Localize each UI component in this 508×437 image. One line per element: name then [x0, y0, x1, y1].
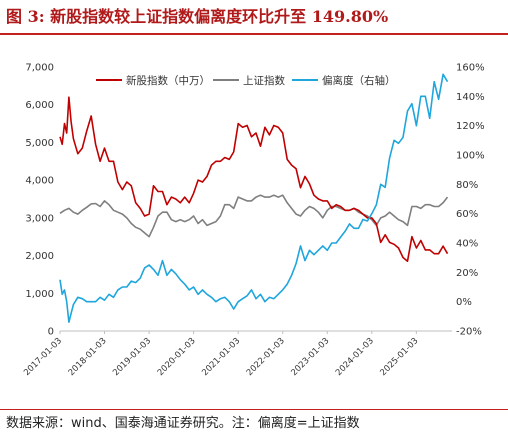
x-tick-label: 2019-01-03	[111, 336, 153, 378]
y-left-tick-label: 3,000	[25, 213, 54, 224]
x-tick-label: 2020-01-03	[156, 336, 198, 378]
y-left-tick-label: 7,000	[25, 63, 54, 74]
source-note: 数据来源：wind、国泰海通证券研究。注：偏离度=上证指数	[6, 416, 360, 431]
y-right-tick-label: 0%	[456, 297, 472, 308]
footer-rule	[0, 409, 508, 410]
y-left-tick-label: 5,000	[25, 138, 54, 149]
series-layer	[59, 73, 449, 323]
x-tick-label: 2025-01-03	[378, 336, 420, 378]
series-line-1	[59, 194, 449, 238]
x-tick-label: 2018-01-03	[67, 336, 109, 378]
title-rule	[0, 33, 508, 35]
x-tick-label: 2021-01-03	[200, 336, 242, 378]
y-right-tick-label: -20%	[456, 327, 482, 338]
legend-label-0: 新股指数（中万）	[126, 74, 210, 87]
y-right-tick-label: 100%	[456, 151, 485, 162]
y-left-tick-label: 6,000	[25, 100, 54, 111]
x-tick-label: 2017-01-03	[22, 336, 64, 378]
y-right-tick-label: 60%	[456, 209, 478, 220]
y-left-tick-label: 4,000	[25, 176, 54, 187]
x-axis: 2017-01-03 2018-01-03 2019-01-03 2020-01-03…	[22, 331, 420, 378]
x-tick-label: 2023-01-03	[289, 336, 331, 378]
x-tick-label: 2022-01-03	[245, 336, 287, 378]
y-right-tick-label: 20%	[456, 268, 478, 279]
y-right-tick-label: 40%	[456, 239, 478, 250]
y-right-tick-label: 120%	[456, 121, 485, 132]
y-right-tick-label: 140%	[456, 92, 485, 103]
x-tick-label: 2024-01-03	[334, 336, 376, 378]
y-left-tick-label: 0	[48, 327, 54, 338]
y-left-tick-label: 1,000	[25, 289, 54, 300]
legend: 新股指数（中万） 上证指数 偏离度（右轴）	[96, 74, 396, 87]
y-axis-right: -20% 0% 20% 40% 60% 80% 100% 120% 140% 160%	[456, 63, 485, 338]
series-line-0	[59, 96, 449, 262]
y-left-tick-label: 2,000	[25, 251, 54, 262]
chart: 0 1,000 2,000 3,000 4,000 5,000 6,000 7,000 -20…	[22, 63, 485, 379]
y-right-tick-label: 80%	[456, 180, 478, 191]
legend-label-1: 上证指数	[243, 74, 285, 87]
figure-title: 图 3: 新股指数较上证指数偏离度环比升至 149.80%	[6, 7, 389, 26]
series-line-2	[59, 73, 449, 323]
y-axis-left: 0 1,000 2,000 3,000 4,000 5,000 6,000 7,000	[25, 63, 54, 338]
legend-label-2: 偏离度（右轴）	[322, 74, 396, 87]
y-right-tick-label: 160%	[456, 63, 485, 74]
